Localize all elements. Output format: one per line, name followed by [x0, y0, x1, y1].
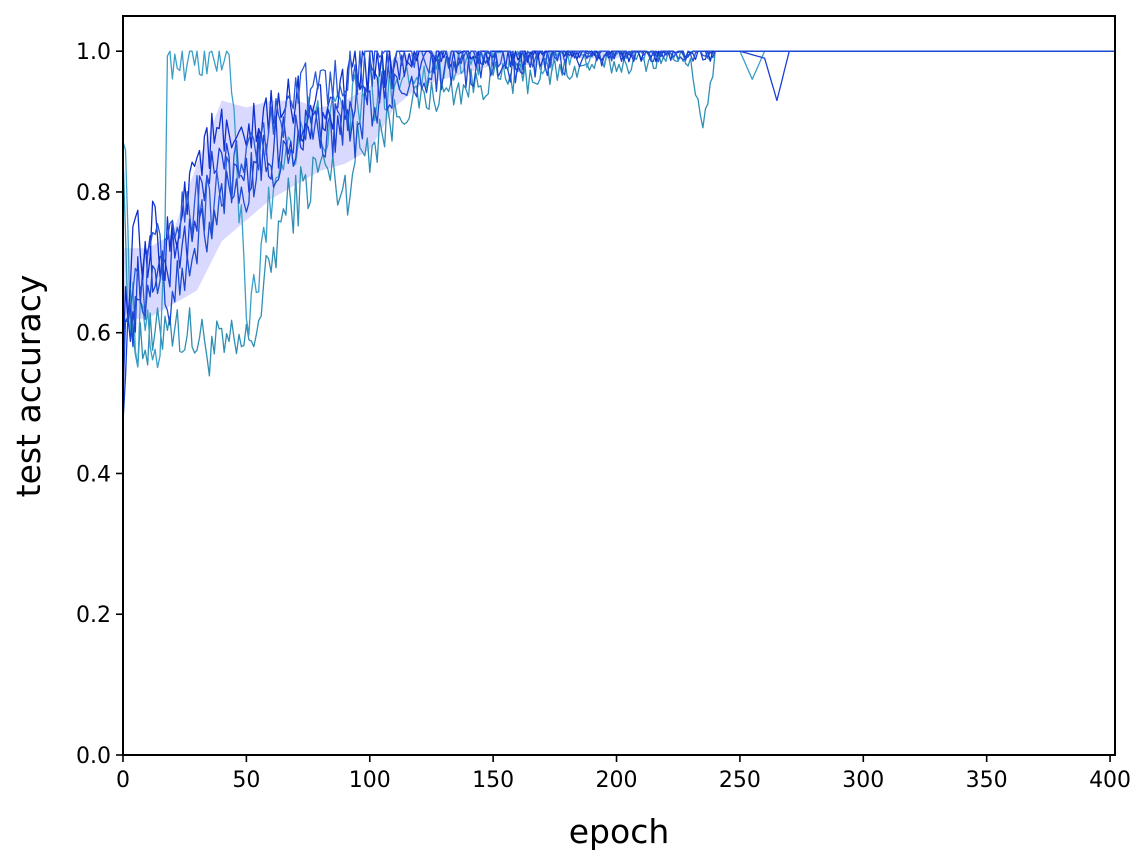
plot-area [122, 50, 1115, 423]
x-tick-label: 400 [1089, 768, 1131, 793]
x-ticks: 0 50 100 150 200 250 300 350 400 [116, 755, 1131, 793]
x-tick-label: 200 [596, 768, 638, 793]
x-tick-label: 250 [719, 768, 761, 793]
y-tick-label: 0.8 [76, 181, 111, 206]
y-axis-label: test accuracy [9, 275, 48, 498]
y-tick-label: 1.0 [76, 40, 111, 65]
band-layer [123, 51, 1115, 319]
y-ticks: 0.0 0.2 0.4 0.6 0.8 1.0 [76, 40, 123, 769]
y-tick-label: 0.0 [76, 744, 111, 769]
y-tick-label: 0.6 [76, 322, 111, 347]
x-tick-label: 150 [472, 768, 514, 793]
x-tick-label: 50 [232, 768, 260, 793]
x-tick-label: 300 [842, 768, 884, 793]
y-tick-label: 0.2 [76, 603, 111, 628]
x-axis-label: epoch [569, 812, 670, 851]
x-tick-label: 0 [116, 768, 130, 793]
y-tick-label: 0.4 [76, 462, 111, 487]
confidence-band [123, 51, 1115, 319]
series-layer [122, 50, 1115, 423]
x-tick-label: 350 [966, 768, 1008, 793]
axes-frame [122, 15, 1116, 756]
x-tick-label: 100 [349, 768, 391, 793]
series-line-6 [122, 50, 1115, 400]
